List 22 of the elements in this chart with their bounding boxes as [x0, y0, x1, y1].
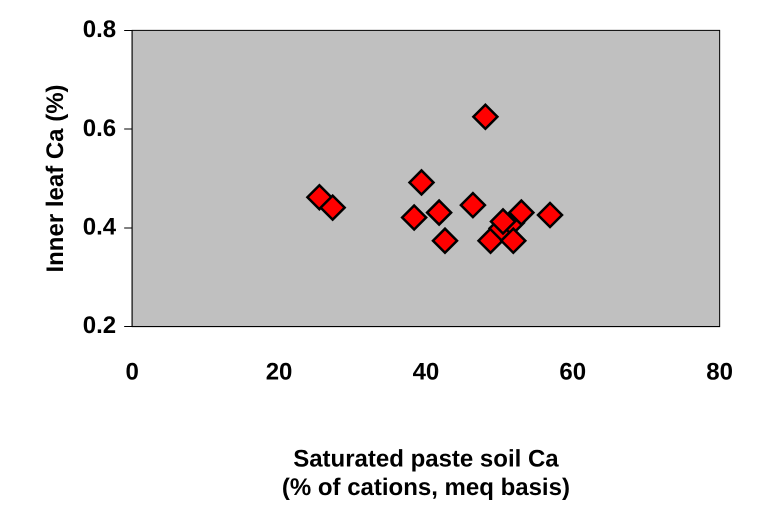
y-axis-title: Inner leaf Ca (%)	[42, 84, 70, 273]
y-tick-label: 0.6	[82, 114, 116, 142]
point	[508, 199, 535, 226]
x-tick-label: 60	[559, 358, 586, 386]
point	[536, 202, 564, 228]
point	[432, 227, 458, 254]
x-tick-label: 0	[125, 358, 139, 386]
y-tick-label: 0.4	[82, 213, 117, 240]
point	[460, 192, 486, 218]
x-tick-label: 80	[706, 358, 734, 386]
point	[408, 169, 435, 196]
point	[426, 199, 452, 226]
x-tick-label: 40	[412, 358, 440, 386]
y-tick-label: 0.2	[82, 312, 116, 340]
point	[490, 208, 516, 235]
point	[500, 227, 527, 254]
y-tick-label: 0.8	[82, 16, 116, 44]
point	[472, 104, 499, 130]
point	[319, 194, 346, 221]
x-tick-label: 20	[266, 358, 292, 386]
point	[400, 204, 428, 231]
x-axis-title: Saturated paste soil Ca (% of cations, meq basis)	[282, 445, 570, 502]
